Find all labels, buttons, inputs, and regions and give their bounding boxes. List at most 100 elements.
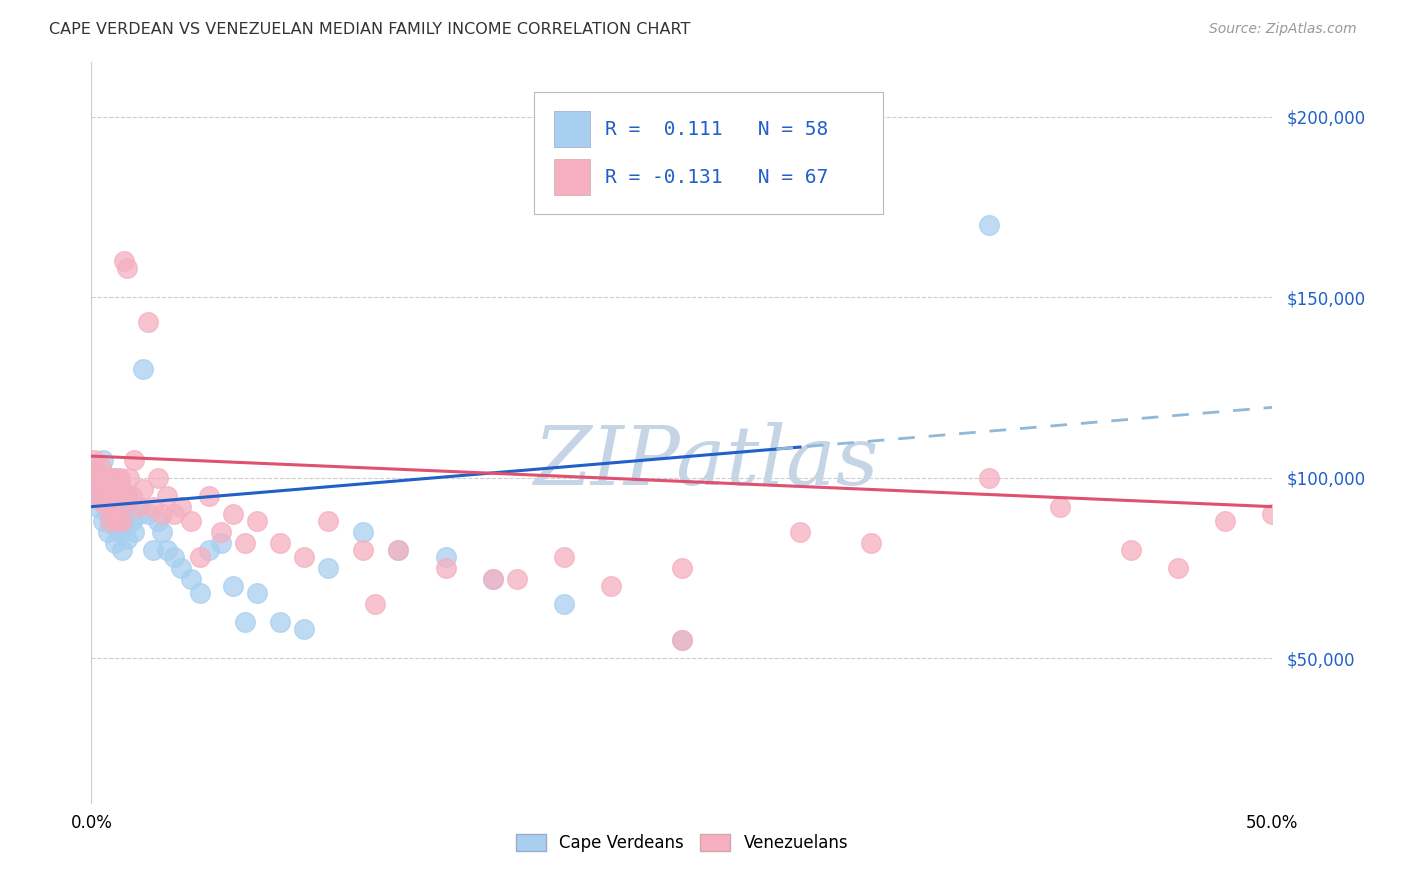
Point: [94, 478, 117, 492]
Point: [142, 500, 165, 514]
Point: [104, 507, 127, 521]
Point: [91, 496, 114, 510]
Point: [91, 514, 114, 528]
Point: [352, 543, 374, 558]
Point: [121, 514, 143, 528]
Point: [101, 517, 124, 532]
Point: [90, 489, 112, 503]
Point: [87, 489, 110, 503]
Text: Source: ZipAtlas.com: Source: ZipAtlas.com: [1209, 22, 1357, 37]
Point: [150, 507, 173, 521]
Point: [98, 514, 121, 528]
Point: [132, 362, 155, 376]
Point: [84, 478, 107, 492]
Point: [600, 579, 623, 593]
Point: [87, 500, 110, 514]
Point: [246, 586, 269, 600]
Point: [292, 623, 315, 637]
Point: [90, 471, 112, 485]
Point: [87, 471, 110, 485]
Point: [91, 471, 114, 485]
Point: [671, 633, 693, 648]
Point: [105, 507, 128, 521]
Point: [115, 489, 138, 503]
Point: [94, 489, 117, 503]
Point: [128, 507, 150, 521]
Point: [233, 615, 256, 630]
Point: [977, 218, 1000, 232]
Point: [90, 482, 112, 496]
Point: [97, 489, 120, 503]
Point: [98, 482, 121, 496]
Point: [108, 524, 131, 539]
Point: [209, 524, 232, 539]
Point: [209, 535, 232, 549]
Point: [150, 524, 173, 539]
Point: [105, 471, 128, 485]
Text: CAPE VERDEAN VS VENEZUELAN MEDIAN FAMILY INCOME CORRELATION CHART: CAPE VERDEAN VS VENEZUELAN MEDIAN FAMILY…: [49, 22, 690, 37]
Point: [114, 514, 136, 528]
Point: [434, 561, 457, 575]
Point: [188, 586, 211, 600]
Point: [122, 452, 145, 467]
Point: [83, 452, 105, 467]
Point: [671, 561, 693, 575]
Point: [180, 514, 202, 528]
Point: [198, 489, 221, 503]
Point: [180, 572, 202, 586]
Point: [108, 500, 131, 514]
Point: [84, 464, 107, 478]
Point: [101, 471, 124, 485]
Point: [553, 550, 575, 565]
Point: [83, 459, 105, 474]
Point: [111, 543, 134, 558]
Point: [246, 514, 269, 528]
Point: [1261, 507, 1284, 521]
Legend: Cape Verdeans, Venezuelans: Cape Verdeans, Venezuelans: [510, 830, 853, 857]
Point: [132, 482, 155, 496]
Point: [292, 550, 315, 565]
Point: [118, 471, 141, 485]
Point: [104, 489, 127, 503]
FancyBboxPatch shape: [554, 112, 589, 147]
Point: [121, 489, 143, 503]
Point: [94, 500, 117, 514]
Point: [142, 543, 165, 558]
Point: [316, 514, 339, 528]
Point: [977, 471, 1000, 485]
Point: [104, 535, 127, 549]
Point: [111, 514, 134, 528]
Point: [387, 543, 409, 558]
Point: [108, 489, 131, 503]
Point: [114, 254, 136, 268]
Point: [170, 500, 193, 514]
Point: [553, 597, 575, 611]
Text: ZIPatlas: ZIPatlas: [533, 422, 879, 502]
Point: [387, 543, 409, 558]
Point: [188, 550, 211, 565]
Point: [94, 478, 117, 492]
Point: [222, 579, 245, 593]
Text: R = -0.131   N = 67: R = -0.131 N = 67: [605, 168, 828, 186]
Point: [91, 452, 114, 467]
Point: [269, 535, 291, 549]
Point: [98, 471, 121, 485]
Point: [269, 615, 291, 630]
Point: [316, 561, 339, 575]
Point: [111, 500, 134, 514]
Point: [97, 507, 120, 521]
Point: [1119, 543, 1142, 558]
Point: [146, 471, 169, 485]
Point: [105, 514, 128, 528]
Point: [156, 489, 179, 503]
Point: [115, 261, 138, 276]
Point: [128, 500, 150, 514]
Point: [105, 489, 128, 503]
FancyBboxPatch shape: [534, 92, 883, 214]
Point: [118, 500, 141, 514]
Point: [98, 514, 121, 528]
Point: [233, 535, 256, 549]
Point: [434, 550, 457, 565]
Point: [90, 459, 112, 474]
Point: [1049, 500, 1071, 514]
